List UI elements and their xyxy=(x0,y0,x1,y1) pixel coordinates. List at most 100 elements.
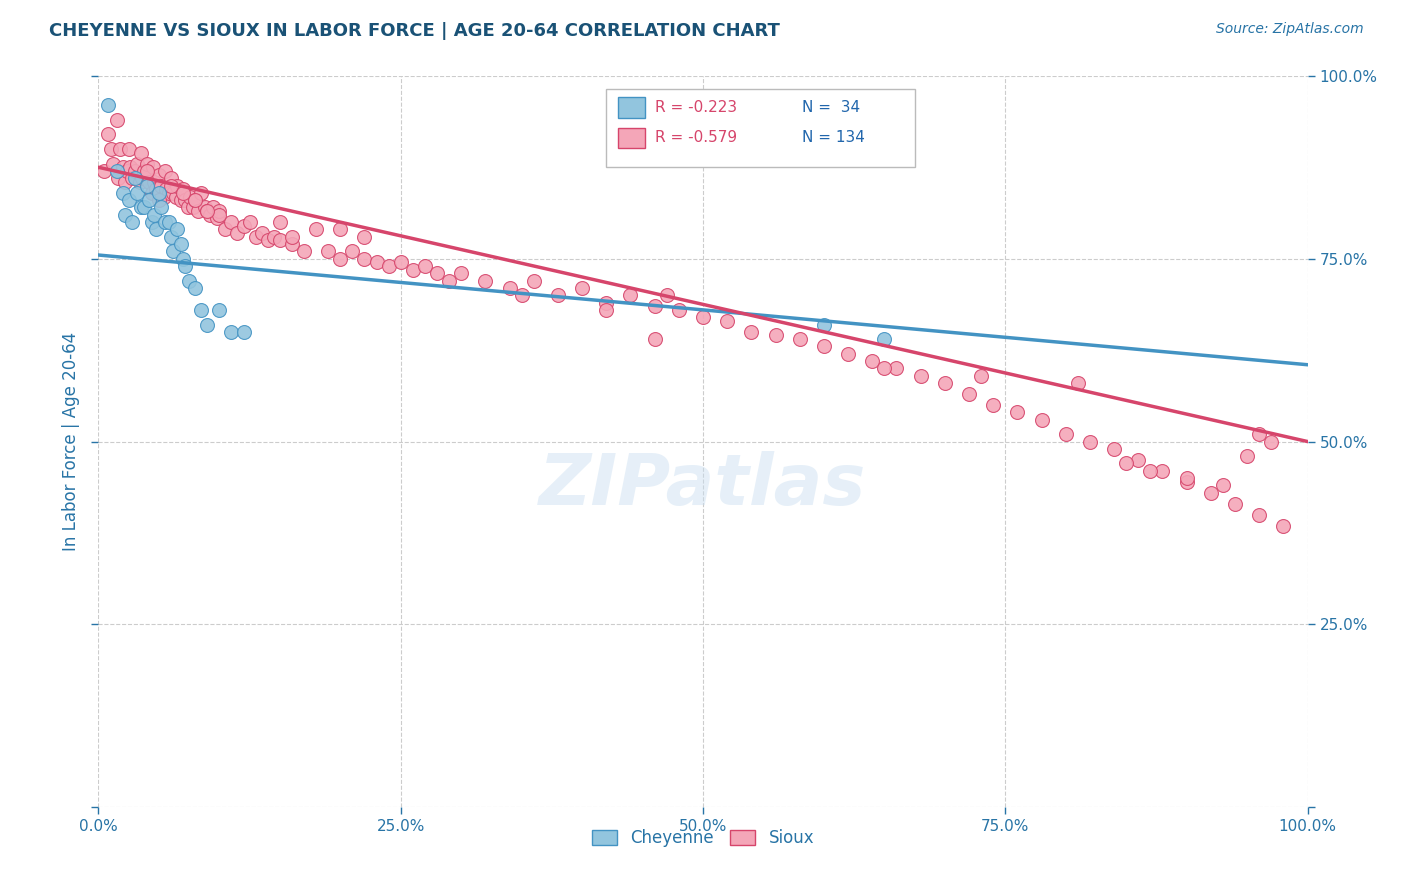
Point xyxy=(510,288,533,302)
Point xyxy=(668,302,690,317)
Point xyxy=(172,182,194,196)
Point xyxy=(160,171,183,186)
Point xyxy=(135,164,157,178)
Point xyxy=(523,274,546,288)
Point xyxy=(124,164,146,178)
Point xyxy=(195,318,218,332)
Point xyxy=(162,186,184,200)
Point xyxy=(873,332,896,346)
Point xyxy=(184,193,207,207)
Point xyxy=(595,295,617,310)
Point xyxy=(1249,427,1271,442)
Point xyxy=(187,204,209,219)
Point xyxy=(813,318,835,332)
Point xyxy=(160,229,183,244)
Text: N =  34: N = 34 xyxy=(803,100,860,115)
Point xyxy=(837,347,859,361)
Point xyxy=(1007,405,1029,419)
Point xyxy=(166,222,188,236)
Point xyxy=(172,252,194,266)
Point xyxy=(1031,412,1053,426)
Point xyxy=(873,361,896,376)
Point xyxy=(692,310,714,325)
Point xyxy=(239,215,262,229)
Point xyxy=(644,332,666,346)
Point xyxy=(142,161,165,175)
Point xyxy=(619,288,641,302)
Point xyxy=(111,161,134,175)
Point xyxy=(111,186,134,200)
Point xyxy=(190,186,212,200)
Point xyxy=(124,171,146,186)
Text: CHEYENNE VS SIOUX IN LABOR FORCE | AGE 20-64 CORRELATION CHART: CHEYENNE VS SIOUX IN LABOR FORCE | AGE 2… xyxy=(49,22,780,40)
Point xyxy=(128,175,150,189)
Point xyxy=(1199,485,1222,500)
Point xyxy=(165,189,187,203)
Point xyxy=(1067,376,1090,390)
Point xyxy=(127,186,149,200)
Point xyxy=(155,182,177,196)
Point xyxy=(118,142,141,156)
Point xyxy=(1212,478,1234,492)
Point xyxy=(179,274,201,288)
Point xyxy=(145,222,167,236)
Point xyxy=(353,229,375,244)
Point xyxy=(571,281,593,295)
Point xyxy=(117,164,139,178)
Point xyxy=(195,204,218,219)
Point xyxy=(105,164,128,178)
Point xyxy=(184,281,207,295)
Point xyxy=(152,189,174,203)
Point xyxy=(150,178,173,193)
Point xyxy=(1236,449,1258,463)
Point xyxy=(595,302,617,317)
Point xyxy=(208,302,231,317)
Legend: Cheyenne, Sioux: Cheyenne, Sioux xyxy=(585,822,821,854)
Point xyxy=(450,266,472,280)
Point xyxy=(263,229,285,244)
Bar xyxy=(619,97,645,118)
Point xyxy=(426,266,449,280)
Point xyxy=(1152,464,1174,478)
Point xyxy=(97,128,120,142)
Bar xyxy=(606,89,915,168)
Point xyxy=(101,156,124,170)
Point xyxy=(305,222,328,236)
Point xyxy=(329,222,352,236)
Point xyxy=(655,288,678,302)
Point xyxy=(547,288,569,302)
Point xyxy=(118,193,141,207)
Point xyxy=(148,193,170,207)
Point xyxy=(910,368,932,383)
Point xyxy=(150,201,173,215)
Point xyxy=(145,182,167,196)
Point xyxy=(1223,497,1246,511)
Point xyxy=(1078,434,1101,449)
Text: Source: ZipAtlas.com: Source: ZipAtlas.com xyxy=(1216,22,1364,37)
Point xyxy=(194,201,217,215)
Point xyxy=(172,186,194,200)
Point xyxy=(474,274,496,288)
Point xyxy=(740,325,762,339)
Point xyxy=(174,259,197,273)
Point xyxy=(214,222,236,236)
Point xyxy=(190,302,212,317)
Point xyxy=(716,314,738,328)
Point xyxy=(181,201,204,215)
Text: ZIPatlas: ZIPatlas xyxy=(540,451,866,520)
Point xyxy=(138,175,160,189)
Point xyxy=(143,208,166,222)
Point xyxy=(160,178,183,193)
Point xyxy=(1115,457,1137,471)
Point xyxy=(256,233,278,247)
Point xyxy=(148,186,170,200)
Point xyxy=(1272,518,1295,533)
Point xyxy=(281,237,304,252)
Bar xyxy=(619,128,645,148)
Point xyxy=(221,215,243,229)
Point xyxy=(129,145,152,160)
Point xyxy=(127,156,149,170)
Point xyxy=(121,171,143,186)
Point xyxy=(195,204,218,219)
Point xyxy=(121,215,143,229)
